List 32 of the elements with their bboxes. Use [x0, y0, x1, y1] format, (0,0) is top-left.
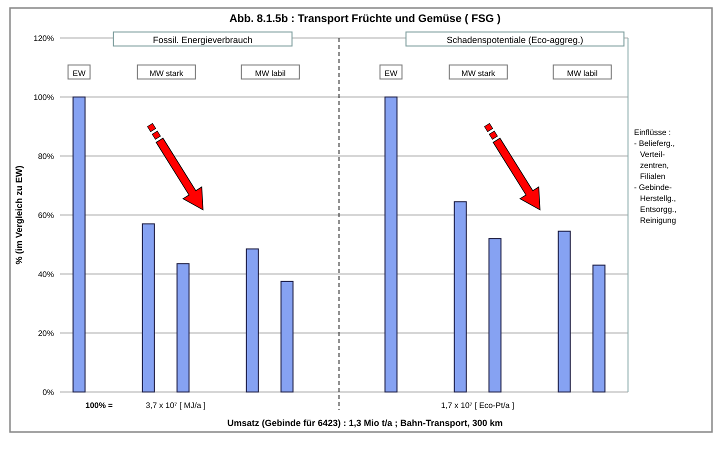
text: 3,7 x 10⁷ [ MJ/a ] — [146, 401, 206, 410]
annotation: Fossil. Energieverbrauch — [152, 35, 252, 45]
bar — [176, 263, 190, 392]
chart-title: Abb. 8.1.5b : Transport Früchte und Gemüse ( FSG ) — [229, 13, 502, 25]
annotation: MW stark — [461, 69, 496, 78]
y-tick-label: 120% — [34, 34, 54, 43]
annotation: MW labil — [566, 69, 598, 78]
bar — [488, 238, 502, 392]
bar — [72, 96, 86, 392]
x-axis-title: Umsatz (Gebinde für 6423) : 1,3 Mio t/a ; Bahn-Transport, 300 km — [227, 418, 503, 428]
text: 1,7 x 10⁷ [ Eco-Pt/a ] — [441, 401, 514, 410]
y-axis-title: % (im Vergleich zu EW) — [14, 165, 24, 265]
y-tick-label: 60% — [38, 211, 54, 220]
bar — [246, 248, 259, 392]
annotation: EW — [72, 69, 86, 78]
y-tick-label: 100% — [34, 93, 54, 102]
bar — [454, 201, 467, 392]
y-tick-label: 20% — [38, 329, 54, 338]
annotation: EW — [384, 69, 398, 78]
bar — [592, 264, 606, 392]
annotation: MW labil — [255, 69, 286, 78]
text: 100% = — [85, 401, 114, 410]
annotation: MW stark — [149, 69, 184, 78]
bar — [142, 223, 155, 392]
bar — [384, 96, 398, 392]
annotation: Schadenspotentiale (Eco-aggreg.) — [446, 35, 584, 45]
y-tick-label: 40% — [38, 270, 54, 279]
text: Einflüsse : - Belieferg., Verteil- zentren, Filialen - Gebinde- Herstellg., Entsorgg., Reinigung — [634, 128, 676, 225]
bar — [558, 230, 571, 392]
y-tick-label: 80% — [38, 152, 54, 161]
bar — [280, 280, 294, 392]
y-tick-label: 0% — [42, 388, 54, 397]
